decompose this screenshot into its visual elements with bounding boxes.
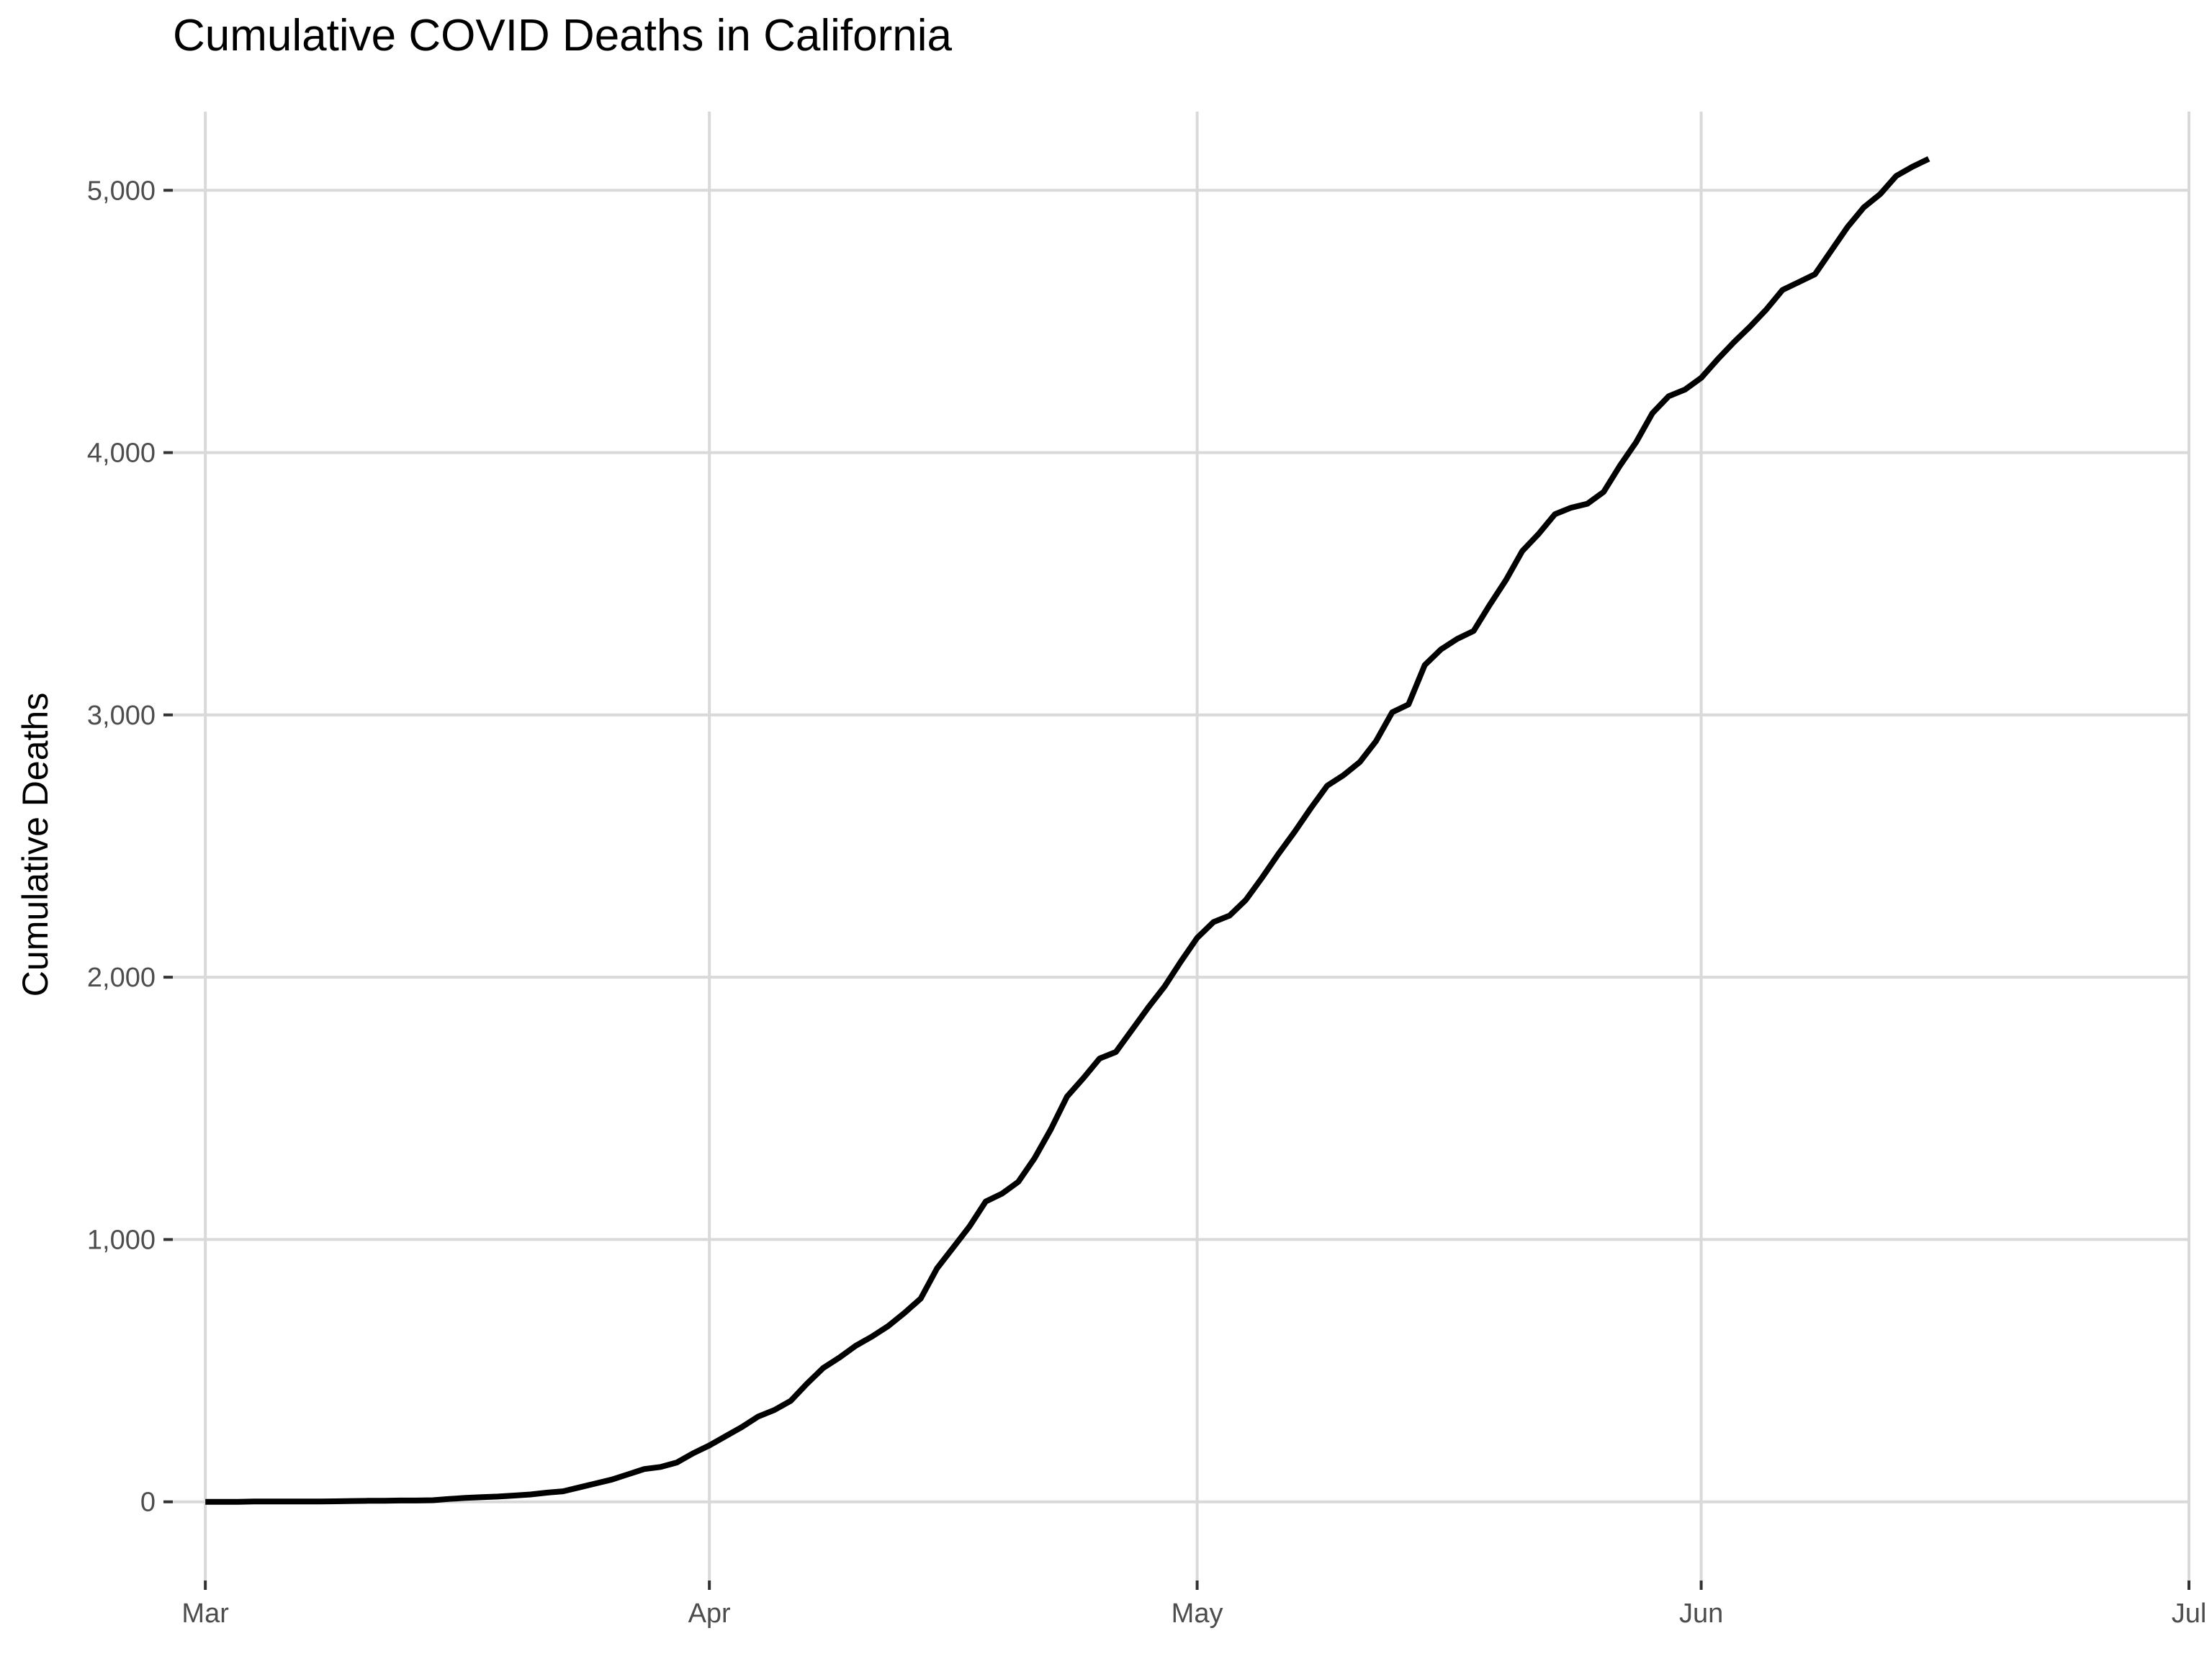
y-tick-label: 3,000 bbox=[87, 701, 156, 731]
x-tick-label: May bbox=[1172, 1599, 1223, 1629]
gridlines bbox=[173, 112, 2190, 1581]
y-tick-label: 1,000 bbox=[87, 1225, 156, 1255]
data-layer bbox=[205, 156, 1930, 1505]
y-tick-label: 2,000 bbox=[87, 963, 156, 993]
y-tick-label: 0 bbox=[140, 1488, 156, 1518]
series-line-cumulative-deaths bbox=[205, 156, 1930, 1505]
x-tick-label: Jul bbox=[2172, 1599, 2207, 1629]
x-tick-label: Mar bbox=[181, 1599, 229, 1629]
axis-ticks bbox=[163, 189, 2190, 1590]
tick-labels: 0 1,000 2,000 3,000 4,000 5,000 Mar Apr May Jun Ju… bbox=[87, 176, 2206, 1629]
y-tick-label: 4,000 bbox=[87, 439, 156, 469]
y-tick-label: 5,000 bbox=[87, 176, 156, 206]
y-axis-title: Cumulative Deaths bbox=[15, 693, 55, 997]
x-tick-label: Jun bbox=[1679, 1599, 1723, 1629]
x-tick-label: Apr bbox=[688, 1599, 731, 1629]
chart-title: Cumulative COVID Deaths in California bbox=[173, 11, 952, 60]
